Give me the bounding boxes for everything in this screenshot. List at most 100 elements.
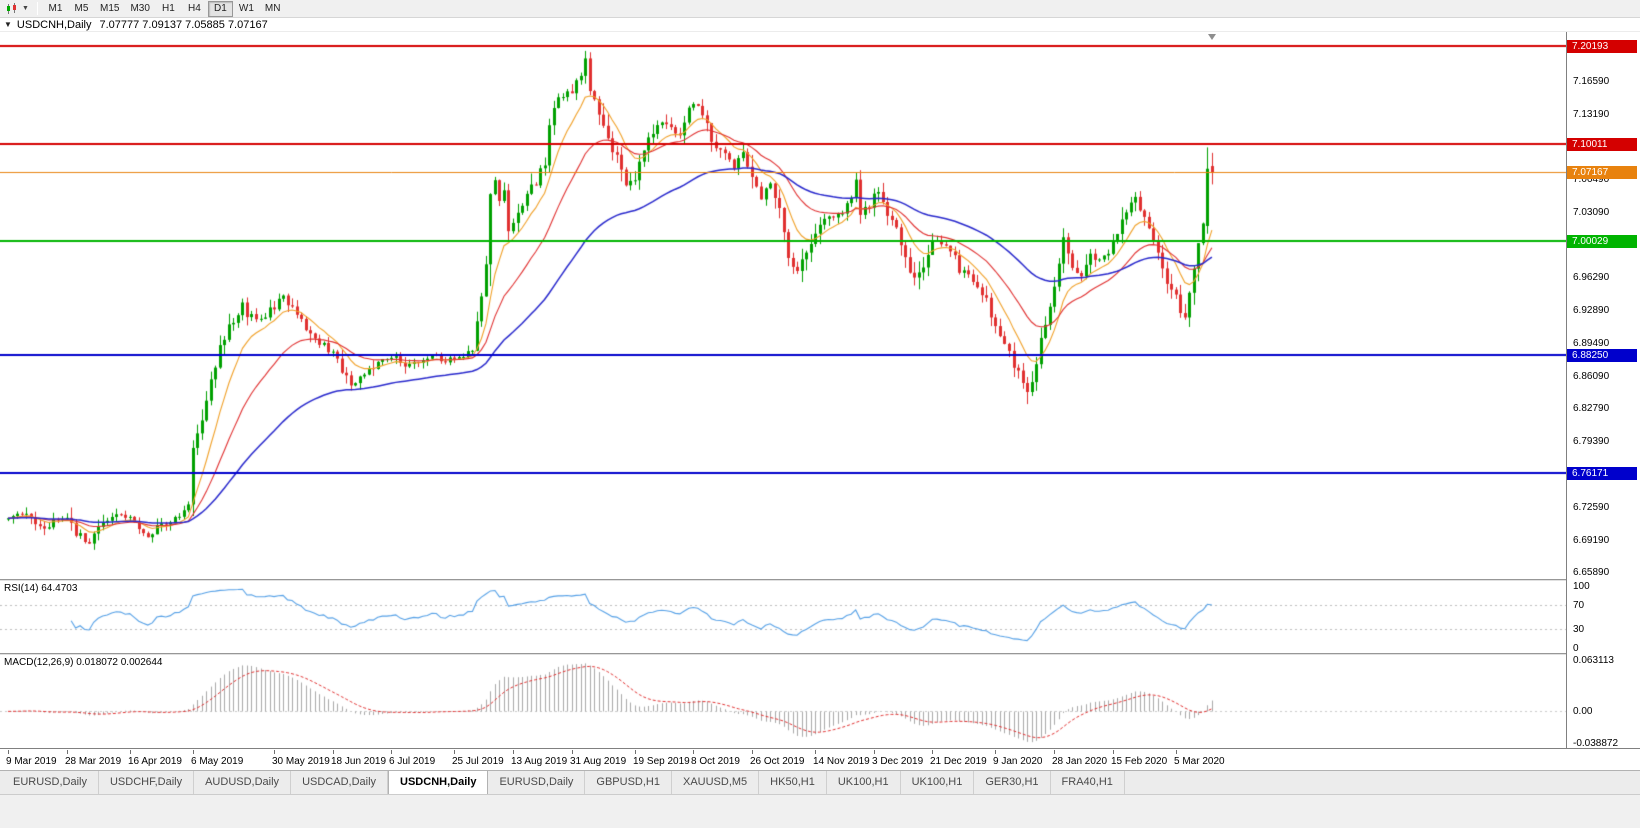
status-bar (0, 794, 1640, 828)
price-level-badge: 7.00029 (1567, 235, 1637, 248)
price-axis-tick: 6.72590 (1573, 502, 1610, 513)
chart-tab-xauusd-m5[interactable]: XAUUSD,M5 (671, 771, 760, 794)
price-level-badge: 7.10011 (1567, 138, 1637, 151)
price-axis-tick: 6.79390 (1573, 436, 1610, 447)
price-axis-tick: 6.96290 (1573, 272, 1610, 283)
price-axis[interactable]: 7.165907.131907.097907.064907.030906.996… (1566, 32, 1640, 749)
price-axis-tick: 6.92890 (1573, 305, 1610, 316)
time-axis-tick (1054, 750, 1055, 754)
rsi-indicator-chart[interactable] (0, 581, 1566, 653)
time-axis-tick (67, 750, 68, 754)
time-axis-tick (454, 750, 455, 754)
macd-axis-tick: -0.038872 (1573, 738, 1619, 749)
chart-tab-fra40-h1[interactable]: FRA40,H1 (1050, 771, 1125, 794)
chart-title-bar: ▼ USDCNH,Daily 7.07777 7.09137 7.05885 7… (0, 18, 1640, 32)
macd-panel-splitter[interactable] (0, 653, 1640, 655)
timeframe-button-m30[interactable]: M30 (130, 3, 150, 14)
chart-ohlc-values: 7.07777 7.09137 7.05885 7.07167 (99, 18, 268, 31)
price-level-badge: 6.76171 (1567, 467, 1637, 480)
time-axis-label: 30 May 2019 (272, 756, 330, 767)
time-axis-label: 5 Mar 2020 (1174, 756, 1225, 767)
price-level-badge: 7.07167 (1567, 166, 1637, 179)
time-axis-label: 13 Aug 2019 (511, 756, 568, 767)
price-axis-tick: 6.86090 (1573, 371, 1610, 382)
time-axis-label: 15 Feb 2020 (1111, 756, 1168, 767)
time-axis-label: 8 Oct 2019 (691, 756, 740, 767)
time-axis-tick (333, 750, 334, 754)
time-axis-tick (874, 750, 875, 754)
top-toolbar: ▼ M1 M5 M15 M30 H1 H4 D1 W1 MN (0, 0, 1640, 18)
time-axis-label: 6 May 2019 (191, 756, 244, 767)
rsi-axis-tick: 30 (1573, 624, 1585, 635)
dropdown-arrow-icon[interactable]: ▼ (22, 5, 29, 12)
time-axis[interactable]: 9 Mar 2019 28 Mar 2019 16 Apr 2019 6 May 20… (0, 748, 1640, 770)
chart-tab-gbpusd-h1[interactable]: GBPUSD,H1 (585, 771, 672, 794)
time-axis-label: 18 Jun 2019 (331, 756, 387, 767)
timeframe-button-h1[interactable]: H1 (162, 3, 175, 14)
main-price-chart[interactable] (0, 32, 1566, 579)
candlestick-chart-icon[interactable] (4, 1, 22, 17)
time-axis-label: 25 Jul 2019 (452, 756, 504, 767)
rsi-panel-splitter[interactable] (0, 579, 1640, 581)
price-level-badge: 6.88250 (1567, 349, 1637, 362)
time-axis-label: 28 Mar 2019 (65, 756, 122, 767)
chart-tabs-bar: EURUSD,Daily USDCHF,Daily AUDUSD,Daily USDC… (0, 770, 1640, 794)
time-axis-label: 28 Jan 2020 (1052, 756, 1108, 767)
timeframe-button-m1[interactable]: M1 (48, 3, 63, 14)
time-axis-tick (815, 750, 816, 754)
rsi-axis-tick: 70 (1573, 600, 1585, 611)
price-axis-tick: 7.06490 (1573, 174, 1610, 185)
time-axis-tick (752, 750, 753, 754)
timeframe-button-w1[interactable]: W1 (238, 3, 254, 14)
price-level-badge: 7.20193 (1567, 40, 1637, 53)
time-axis-tick (513, 750, 514, 754)
chart-tab-ger30-h1[interactable]: GER30,H1 (974, 771, 1051, 794)
chart-tab-hk50-h1[interactable]: HK50,H1 (759, 771, 827, 794)
price-axis-tick: 6.89490 (1573, 338, 1610, 349)
time-axis-tick (193, 750, 194, 754)
chart-tab-usdchf-daily[interactable]: USDCHF,Daily (98, 771, 195, 794)
chart-tab-uk100-h1[interactable]: UK100,H1 (900, 771, 975, 794)
time-axis-label: 26 Oct 2019 (750, 756, 805, 767)
macd-axis-tick: 0.00 (1573, 706, 1593, 717)
rsi-axis-tick: 100 (1573, 581, 1590, 592)
timeframe-button-mn[interactable]: MN (264, 3, 281, 14)
chart-menu-icon[interactable]: ▼ (4, 20, 12, 29)
time-axis-tick (1176, 750, 1177, 754)
time-axis-label: 9 Mar 2019 (6, 756, 57, 767)
timeframe-button-h4[interactable]: H4 (188, 3, 201, 14)
price-axis-tick: 6.69190 (1573, 535, 1610, 546)
price-axis-tick: 7.16590 (1573, 76, 1610, 87)
price-axis-tick: 7.03090 (1573, 207, 1610, 218)
chart-tab-eurusd-daily[interactable]: EURUSD,Daily (2, 771, 99, 794)
time-axis-label: 16 Apr 2019 (128, 756, 182, 767)
chart-shift-marker[interactable] (1208, 34, 1216, 40)
rsi-axis-tick: 0 (1573, 643, 1579, 654)
timeframe-button-m5[interactable]: M5 (74, 3, 89, 14)
macd-indicator-chart[interactable] (0, 655, 1566, 748)
time-axis-tick (572, 750, 573, 754)
time-axis-tick (274, 750, 275, 754)
time-axis-tick (995, 750, 996, 754)
time-axis-label: 21 Dec 2019 (930, 756, 987, 767)
time-axis-label: 14 Nov 2019 (813, 756, 870, 767)
price-axis-tick: 6.82790 (1573, 403, 1610, 414)
time-axis-label: 3 Dec 2019 (872, 756, 924, 767)
time-axis-tick (932, 750, 933, 754)
price-axis-tick: 7.13190 (1573, 109, 1610, 120)
chart-tab-usdcnh-daily[interactable]: USDCNH,Daily (388, 771, 489, 794)
chart-tab-uk100-h1[interactable]: UK100,H1 (826, 771, 901, 794)
chart-tab-usdcad-daily[interactable]: USDCAD,Daily (291, 771, 389, 794)
time-axis-tick (130, 750, 131, 754)
time-axis-tick (8, 750, 9, 754)
chart-tab-eurusd-daily[interactable]: EURUSD,Daily (488, 771, 586, 794)
time-axis-tick (635, 750, 636, 754)
timeframe-button-d1[interactable]: D1 (207, 0, 233, 17)
timeframe-button-m15[interactable]: M15 (100, 3, 120, 14)
time-axis-label: 31 Aug 2019 (570, 756, 627, 767)
price-axis-tick: 6.65890 (1573, 567, 1610, 578)
time-axis-tick (693, 750, 694, 754)
macd-axis-tick: 0.063113 (1573, 655, 1614, 666)
chart-tab-audusd-daily[interactable]: AUDUSD,Daily (194, 771, 292, 794)
